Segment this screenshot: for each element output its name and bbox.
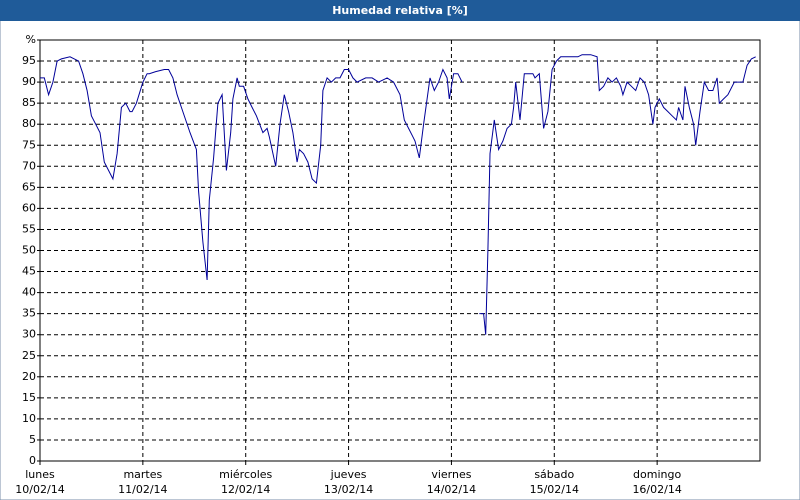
x-tick-label: domingo <box>633 468 681 481</box>
y-tick-label: 35 <box>22 307 36 320</box>
y-tick-label: 25 <box>22 349 36 362</box>
y-tick-label: 95 <box>22 54 36 67</box>
x-tick-label: lunes <box>25 468 55 481</box>
y-tick-label: 70 <box>22 159 36 172</box>
y-tick-label: % <box>26 33 36 46</box>
y-tick-label: 20 <box>22 370 36 383</box>
x-tick-date: 14/02/14 <box>427 483 476 496</box>
y-tick-label: 50 <box>22 244 36 257</box>
x-tick-date: 11/02/14 <box>118 483 167 496</box>
x-tick-date: 10/02/14 <box>15 483 64 496</box>
y-tick-label: 10 <box>22 412 36 425</box>
x-tick-date: 16/02/14 <box>632 483 681 496</box>
chart-title: Humedad relativa [%] <box>332 4 468 17</box>
y-tick-label: 90 <box>22 75 36 88</box>
y-tick-label: 75 <box>22 138 36 151</box>
y-tick-label: 80 <box>22 117 36 130</box>
y-tick-label: 40 <box>22 286 36 299</box>
x-tick-date: 15/02/14 <box>530 483 579 496</box>
x-tick-label: sábado <box>534 468 574 481</box>
data-line <box>40 54 756 335</box>
y-tick-label: 55 <box>22 222 36 235</box>
y-tick-label: 85 <box>22 96 36 109</box>
y-tick-label: 60 <box>22 201 36 214</box>
x-tick-label: miércoles <box>219 468 272 481</box>
x-tick-label: jueves <box>330 468 367 481</box>
title-bar <box>0 0 800 21</box>
x-tick-label: viernes <box>431 468 471 481</box>
y-tick-label: 5 <box>29 433 36 446</box>
y-tick-label: 65 <box>22 180 36 193</box>
x-tick-date: 12/02/14 <box>221 483 270 496</box>
y-tick-label: 0 <box>29 454 36 467</box>
y-tick-label: 15 <box>22 391 36 404</box>
y-tick-label: 30 <box>22 328 36 341</box>
x-tick-date: 13/02/14 <box>324 483 373 496</box>
x-tick-label: martes <box>123 468 162 481</box>
y-tick-label: 45 <box>22 265 36 278</box>
